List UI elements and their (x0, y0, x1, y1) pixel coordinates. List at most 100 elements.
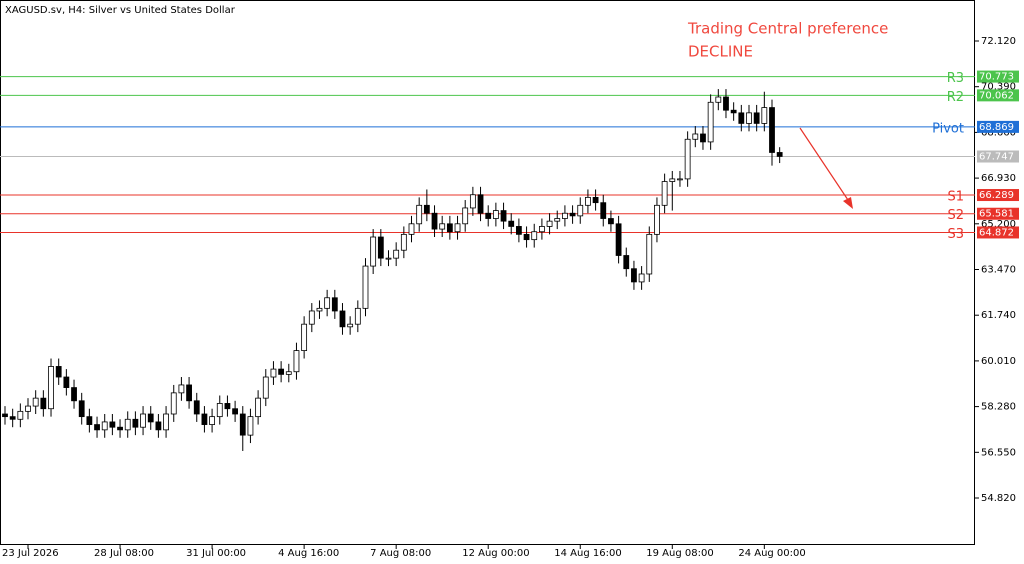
candle-body (400, 233, 407, 251)
price-box-label: 68.869 (979, 122, 1014, 133)
x-tick-label: 12 Aug 00:00 (462, 548, 529, 559)
candle-body (446, 223, 453, 233)
candle-body (308, 310, 315, 325)
candle-body (155, 421, 162, 431)
candle-body (186, 384, 192, 402)
price-box-label: 65.581 (979, 209, 1014, 220)
candle-body (623, 255, 630, 270)
candle-body (94, 424, 100, 431)
level-name: S3 (947, 227, 964, 242)
candle-body (546, 220, 553, 227)
candle-body (370, 236, 377, 267)
x-tick-label: 14 Aug 16:00 (554, 548, 621, 559)
candle-body (17, 410, 24, 420)
arrow (799, 127, 851, 204)
candle-body (393, 249, 400, 259)
candle-body (247, 416, 254, 436)
candle-body (293, 350, 300, 373)
candle-body (347, 323, 354, 328)
annotation: DECLINE (688, 43, 753, 61)
candle-body (469, 194, 476, 209)
candle-body (462, 207, 469, 225)
candle-body (585, 196, 591, 206)
x-tick-label: 4 Aug 16:00 (278, 548, 339, 559)
candle-body (669, 178, 676, 182)
candle-body (776, 152, 783, 157)
price-box-label: 64.872 (979, 227, 1014, 238)
price-box (977, 189, 1019, 202)
candle-body (577, 204, 584, 217)
y-tick-label: 65.200 (981, 219, 1016, 230)
candle-body (723, 96, 729, 111)
candle-body (362, 265, 369, 309)
candle-body (55, 366, 62, 378)
candle-body (515, 226, 522, 235)
y-tick-label: 68.660 (981, 127, 1016, 138)
candle-body (285, 371, 292, 375)
candle-body (170, 392, 177, 415)
candle-body (193, 400, 200, 415)
chart-title: XAGUSD.sv, H4: Silver vs United States D… (5, 5, 236, 16)
candle-body (316, 307, 323, 312)
price-box-label: 66.289 (979, 190, 1014, 201)
y-tick-label: 60.010 (981, 356, 1016, 367)
level-name: S2 (947, 208, 964, 223)
candle-body (239, 413, 246, 436)
plot-frame (0, 0, 975, 545)
price-box (977, 70, 1019, 83)
price-box (977, 207, 1019, 220)
candle-body (569, 212, 576, 217)
candle-body (485, 212, 492, 219)
candle-body (2, 413, 8, 418)
candle-body (324, 297, 331, 309)
price-box-label: 70.773 (979, 72, 1014, 83)
candle-body (753, 112, 760, 124)
candle-body (224, 403, 231, 410)
candle-body (408, 223, 415, 235)
candle-body (209, 416, 215, 425)
level-name: Pivot (932, 121, 964, 136)
price-box (977, 89, 1019, 102)
candle-body (661, 181, 668, 206)
level-name: S1 (947, 190, 964, 205)
candle-body (416, 204, 423, 225)
candle-body (101, 421, 108, 431)
price-box (977, 120, 1019, 133)
y-tick-label: 72.120 (981, 36, 1016, 47)
y-tick-label: 54.820 (981, 493, 1016, 504)
annotation: Trading Central preference (687, 20, 888, 38)
candle-body (646, 233, 653, 275)
candle-body (631, 268, 637, 283)
candle-body (738, 112, 745, 124)
y-tick-label: 56.550 (981, 447, 1016, 458)
candle-body (86, 416, 93, 425)
candle-body (539, 226, 545, 233)
candle-body (454, 223, 461, 233)
candle-body (163, 413, 169, 431)
candle-body (654, 204, 660, 235)
x-tick-label: 28 Jul 08:00 (94, 548, 154, 559)
price-box (977, 226, 1019, 239)
price-box-label: 67.747 (979, 152, 1014, 163)
candle-body (608, 218, 614, 225)
x-tick-label: 19 Aug 08:00 (646, 548, 713, 559)
candle-body (592, 196, 599, 204)
candle-body (431, 212, 438, 230)
candle-body (677, 178, 683, 181)
candle-body (769, 107, 775, 153)
candle-body (216, 403, 223, 418)
y-tick-label: 66.930 (981, 173, 1016, 184)
candle-body (331, 297, 338, 312)
level-name: R3 (947, 71, 964, 86)
candle-body (9, 416, 16, 420)
candle-body (692, 133, 699, 140)
candle-body (746, 112, 752, 124)
candle-body (278, 368, 285, 375)
candle-body (78, 400, 85, 418)
candle-body (63, 376, 70, 388)
candle-body (147, 413, 154, 423)
candle-body (232, 408, 239, 415)
y-tick-label: 58.280 (981, 402, 1016, 413)
candle-body (439, 223, 446, 230)
